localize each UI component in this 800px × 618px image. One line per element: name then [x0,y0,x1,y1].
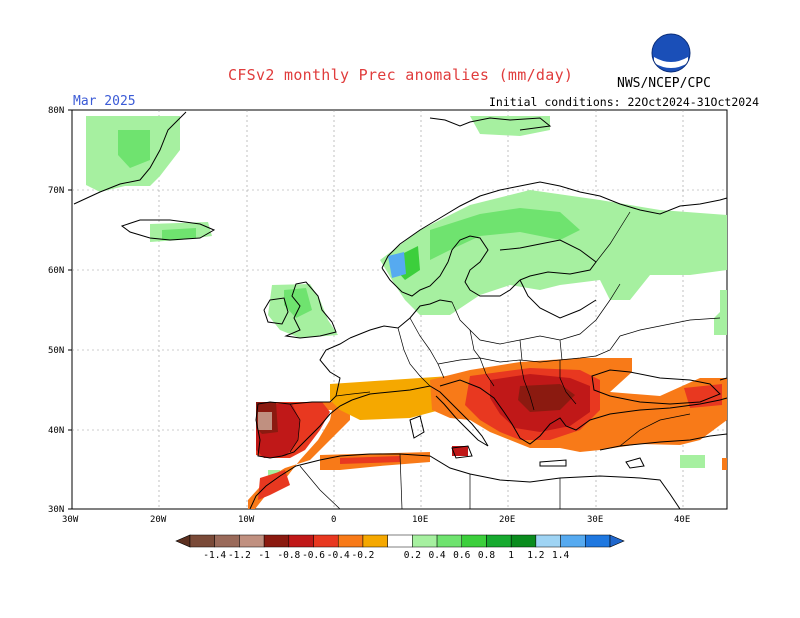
colorbar-swatches [189,534,611,548]
colorbar-label: 0.4 [428,550,445,561]
colorbar-label: -1 [258,550,270,561]
colorbar-high-arrow [609,534,625,548]
colorbar-swatch [288,534,314,548]
coastlines [73,111,728,510]
colorbar-swatch [214,534,240,548]
agency-label: NWS/NCEP/CPC [617,76,711,91]
colorbar-label: -0.6 [302,550,325,561]
colorbar-swatch [585,534,611,548]
colorbar-swatch [387,534,413,548]
colorbar-label: 0.8 [478,550,495,561]
colorbar-label: 0.6 [453,550,470,561]
lat-label: 30N [48,505,64,515]
colorbar-swatch [486,534,512,548]
colorbar-swatch [313,534,339,548]
lat-label: 80N [48,106,64,116]
colorbar-label: -0.2 [351,550,374,561]
colorbar-swatch [461,534,487,548]
lat-label: 50N [48,346,64,356]
lon-label: 30W [62,515,79,525]
colorbar-swatch [189,534,215,548]
colorbar-swatch [560,534,586,548]
colorbar-low-arrow [175,534,191,548]
colorbar-label: -0.8 [277,550,300,561]
colorbar-label: 1.2 [527,550,544,561]
lon-label: 20E [499,515,515,525]
colorbar-swatch [436,534,463,548]
lon-label: 0 [331,515,336,525]
colorbar: -1.4 -1.2 -1 -0.8 -0.6 -0.4 -0.2 0.2 0.4 0.6 0.8 1 1… [175,534,625,561]
lon-label: 20W [150,515,167,525]
colorbar-swatch [337,534,364,548]
lat-label: 70N [48,186,64,196]
colorbar-label: 1.4 [552,550,569,561]
dry-anomaly-areas [248,358,727,509]
colorbar-label: -1.4 [203,550,226,561]
colorbar-label: 0.2 [404,550,421,561]
forecast-month: Mar 2025 [73,94,136,109]
country-borders [289,211,721,510]
colorbar-swatch [510,534,537,548]
lon-label: 30E [587,515,603,525]
longitude-labels: 30W 20W 10W 0 10E 20E 30E 40E [62,515,690,525]
noaa-logo [651,33,691,73]
lat-label: 40N [48,426,64,436]
map-frame [71,109,728,510]
colorbar-label: 1 [508,550,514,561]
wet-anomaly-areas [86,116,727,478]
lon-label: 40E [674,515,690,525]
colorbar-label: -0.4 [327,550,350,561]
colorbar-swatch [535,534,561,548]
map-title: CFSv2 monthly Prec anomalies (mm/day) [228,66,574,84]
lon-label: 10E [412,515,428,525]
colorbar-label: -1.2 [228,550,251,561]
lat-label: 60N [48,266,64,276]
colorbar-swatch [412,534,438,548]
lon-label: 10W [238,515,255,525]
colorbar-swatch [239,534,265,548]
lat-ticks [68,109,72,510]
latitude-labels: 80N 70N 60N 50N 40N 30N [48,106,64,515]
colorbar-swatch [362,534,388,548]
initial-conditions: Initial conditions: 22Oct2024-31Oct2024 [489,95,760,109]
colorbar-swatch [263,534,290,548]
